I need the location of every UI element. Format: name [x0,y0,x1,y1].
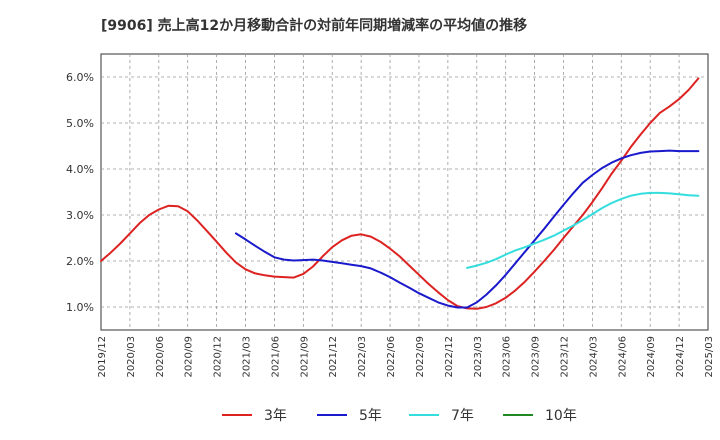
x-tick-label: 2022/06 [386,336,397,378]
x-tick-label: 2024/03 [588,336,599,378]
grid [101,54,708,330]
legend-label: 5年 [359,408,382,424]
x-tick-label: 2023/09 [531,336,542,378]
x-tick-label: 2022/12 [444,336,455,378]
y-tick-label: 6.0% [66,71,94,84]
x-tick-label: 2025/03 [704,336,715,378]
x-tick-label: 2020/03 [126,336,137,378]
plot-area [100,53,709,331]
x-axis: 2019/12 2020/03 2020/06 2020/09 2020/12 2021/… [97,336,715,378]
legend-label: 10年 [545,408,577,424]
series-lines [100,77,700,310]
y-tick-label: 5.0% [66,117,94,130]
series-line-1 [234,149,700,309]
x-tick-label: 2023/12 [559,336,570,378]
x-tick-label: 2020/06 [155,336,166,378]
x-tick-label: 2022/09 [415,336,426,378]
x-tick-label: 2020/09 [184,336,195,378]
y-tick-label: 3.0% [66,209,94,222]
legend-label: 7年 [451,408,474,424]
chart-title: [9906] 売上高12か月移動合計の対前年同期増減率の平均値の推移 [101,17,527,34]
y-tick-label: 2.0% [66,255,94,268]
x-tick-label: 2020/12 [213,336,224,378]
y-tick-label: 4.0% [66,163,94,176]
legend-label: 3年 [264,408,287,424]
series-line-2 [466,191,700,269]
legend: 3年 5年 7年 10年 [222,408,577,424]
x-tick-label: 2024/12 [675,336,686,378]
x-tick-label: 2021/12 [328,336,339,378]
x-tick-label: 2022/03 [357,336,368,378]
x-tick-label: 2021/09 [299,336,310,378]
x-tick-label: 2024/09 [646,336,657,378]
x-tick-label: 2023/06 [502,336,513,378]
series-line-0 [100,77,700,310]
x-tick-label: 2021/03 [242,336,253,378]
x-tick-label: 2023/03 [473,336,484,378]
x-tick-label: 2024/06 [617,336,628,378]
y-axis: 1.0% 2.0% 3.0% 4.0% 5.0% 6.0% [66,71,94,314]
x-tick-label: 2019/12 [97,336,108,378]
y-tick-label: 1.0% [66,301,94,314]
x-tick-label: 2021/06 [270,336,281,378]
